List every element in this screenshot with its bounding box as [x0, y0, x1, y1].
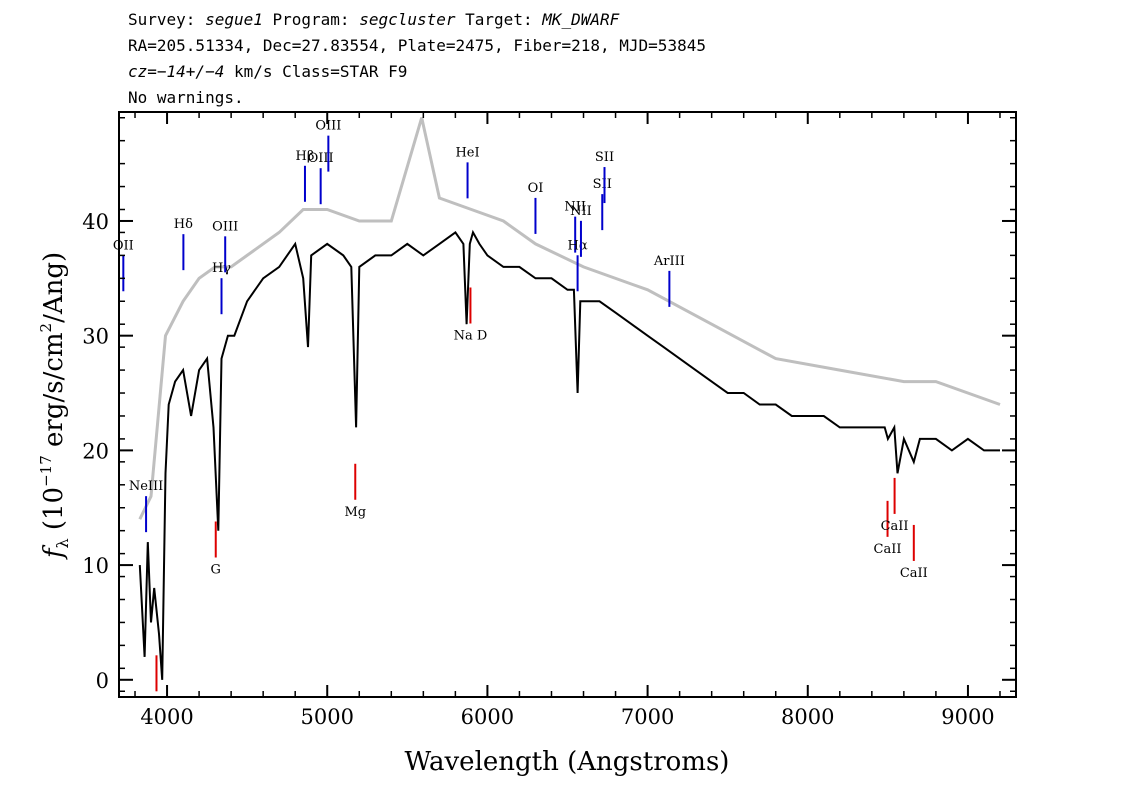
- emission-line-label: HeI: [455, 145, 479, 160]
- noise-line: [138, 117, 1001, 520]
- emission-line-label: SII: [595, 150, 614, 165]
- emission-line-label: OIII: [308, 151, 334, 166]
- emission-line-label: NII: [564, 200, 586, 215]
- emission-line-label: Hα: [568, 238, 588, 253]
- emission-line-label: OIII: [315, 119, 341, 134]
- class-text: km/s Class=STAR F9: [224, 62, 408, 81]
- absorption-line-label: CaII: [900, 566, 928, 581]
- axes-group: 4000 5000 6000 7000 8000 9000 0 10 20 30 40: [82, 111, 1017, 729]
- y-tick-label: 20: [82, 439, 109, 463]
- absorption-line-label: CaII: [881, 519, 909, 534]
- spectral-line-markers: OIINeIIIHδHγOIIIHβOIIIOIIIHeIOINIIHαNIIS…: [113, 119, 928, 692]
- cz-value: =−14+/−4: [147, 62, 225, 81]
- program-key: Program:: [262, 10, 360, 29]
- flux-line: [138, 229, 1000, 680]
- cz-key: cz: [128, 62, 148, 81]
- y-tick-label: 40: [82, 210, 109, 234]
- emission-line-label: Hδ: [174, 217, 193, 232]
- emission-line-label: OI: [528, 181, 544, 196]
- x-tick-label: 8000: [781, 705, 834, 729]
- header-line-2: RA=205.51334, Dec=27.83554, Plate=2475, …: [128, 36, 706, 55]
- header-line-1: Survey: segue1 Program: segcluster Targe…: [128, 10, 619, 29]
- y-tick-label: 0: [96, 669, 109, 693]
- x-tick-label: 9000: [941, 705, 994, 729]
- y-axis-title: fλ (10−17 erg/s/cm2/Ang): [37, 252, 72, 560]
- absorption-line-label: Na D: [454, 329, 488, 344]
- flux-line-group: [138, 229, 1000, 680]
- emission-line-label: Hγ: [212, 261, 231, 276]
- y-axis-units3: /Ang): [39, 252, 69, 323]
- y-axis-exp1: −17: [37, 455, 55, 487]
- emission-line-label: Hβ: [296, 149, 315, 164]
- target-value: MK_DWARF: [542, 10, 620, 29]
- x-tick-label: 5000: [301, 705, 354, 729]
- noise-band-group: [138, 117, 1001, 520]
- y-tick-label: 30: [82, 325, 109, 349]
- y-tick-label: 10: [82, 554, 109, 578]
- emission-line-label: NII: [570, 204, 592, 219]
- absorption-line-label: CaII: [874, 542, 902, 557]
- emission-line-label: ArIII: [653, 254, 685, 269]
- emission-line-label: OII: [113, 238, 134, 253]
- y-axis-exp2: 2: [37, 323, 55, 333]
- absorption-line-label: Mg: [344, 505, 366, 520]
- emission-line-label: NeIII: [129, 479, 163, 494]
- emission-line-label: OIII: [212, 219, 238, 234]
- x-tick-label: 6000: [461, 705, 514, 729]
- absorption-line-label: G: [211, 563, 221, 578]
- x-axis-title: Wavelength (Angstroms): [405, 747, 730, 777]
- y-axis-lambda: λ: [53, 538, 72, 548]
- x-tick-label: 4000: [140, 705, 193, 729]
- x-tick-label: 7000: [621, 705, 674, 729]
- header-line-3: cz=−14+/−4 km/s Class=STAR F9: [128, 62, 407, 81]
- y-axis-units: (10: [39, 487, 69, 539]
- emission-line-label: SII: [593, 177, 612, 192]
- y-axis-units2: erg/s/cm: [39, 332, 69, 455]
- program-value: segcluster: [359, 10, 456, 29]
- survey-key: Survey:: [128, 10, 206, 29]
- plot-frame: [118, 111, 1017, 698]
- survey-value: segue1: [205, 10, 263, 29]
- header-line-4: No warnings.: [128, 88, 244, 107]
- target-key: Target:: [455, 10, 543, 29]
